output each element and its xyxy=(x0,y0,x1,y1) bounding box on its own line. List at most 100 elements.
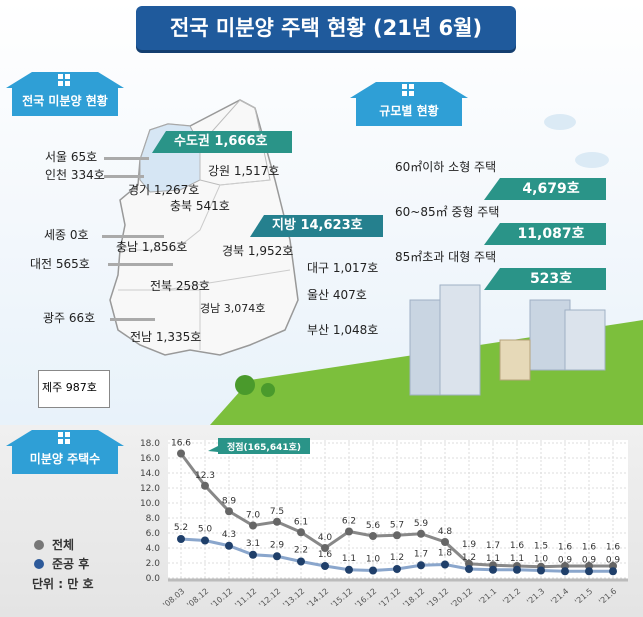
data-label: 5.0 xyxy=(198,525,213,535)
x-tick-label: '08.03 xyxy=(161,587,186,610)
data-label: 1.0 xyxy=(534,555,549,565)
data-label: 12.3 xyxy=(195,471,215,481)
size-value-large: 523호 xyxy=(484,268,606,290)
data-label: 4.0 xyxy=(318,533,333,543)
cloud-icon xyxy=(575,152,609,168)
data-label: 0.9 xyxy=(582,555,597,565)
region-jeonbuk: 전북 258호 xyxy=(150,279,210,293)
region-gyeonggi: 경기 1,267호 xyxy=(128,183,200,197)
x-tick-label: '18.12 xyxy=(401,587,426,610)
data-point xyxy=(297,557,305,566)
data-label: 1.6 xyxy=(606,542,621,552)
data-point xyxy=(273,552,281,561)
x-tick-label: '12.12 xyxy=(257,587,282,610)
data-point xyxy=(465,565,473,573)
y-tick-label: 0.0 xyxy=(146,574,161,584)
x-tick-label: '13.12 xyxy=(281,587,306,610)
data-label: 2.9 xyxy=(270,540,285,550)
x-tick-label: '21.6 xyxy=(597,587,618,607)
data-point xyxy=(417,529,425,538)
y-tick-label: 2.0 xyxy=(146,559,161,569)
data-label: 1.6 xyxy=(558,542,573,552)
leader-line xyxy=(104,175,144,178)
data-point xyxy=(609,567,617,576)
data-label: 5.6 xyxy=(366,521,381,531)
y-tick-label: 8.0 xyxy=(146,514,161,524)
data-point xyxy=(513,565,521,574)
peak-annotation-box xyxy=(218,438,310,454)
size-section-header: 규모별 현황 xyxy=(350,82,468,126)
data-label: 1.8 xyxy=(438,549,453,559)
region-gwangju: 광주 66호 xyxy=(43,311,96,325)
region-sejong: 세종 0호 xyxy=(44,228,89,242)
data-label: 0.9 xyxy=(558,555,573,565)
region-daegu: 대구 1,017호 xyxy=(307,261,379,275)
x-tick-label: '15.12 xyxy=(329,587,354,610)
legend-dot-blue-icon xyxy=(34,559,44,569)
y-tick-label: 14.0 xyxy=(140,469,160,479)
data-point xyxy=(249,521,257,530)
x-tick-label: '21.2 xyxy=(501,587,522,607)
data-point xyxy=(201,481,209,490)
data-label: 1.7 xyxy=(486,541,500,551)
local-area-banner: 지방 14,623호 xyxy=(250,215,383,237)
region-jeonnam: 전남 1,335호 xyxy=(130,330,202,344)
size-value-small: 4,679호 xyxy=(484,178,606,200)
data-label: 5.2 xyxy=(174,523,188,533)
data-label: 1.2 xyxy=(390,553,404,563)
data-point xyxy=(249,550,257,559)
unit-label: 단위 : 만 호 xyxy=(32,577,94,591)
data-label: 8.9 xyxy=(222,496,237,506)
region-incheon: 인천 334호 xyxy=(45,168,105,182)
x-tick-label: '21.4 xyxy=(549,587,570,607)
window-icon xyxy=(58,432,70,444)
data-label: 6.2 xyxy=(342,517,356,527)
data-label: 5.9 xyxy=(414,519,429,529)
data-label: 16.6 xyxy=(171,439,191,449)
data-point xyxy=(489,565,497,574)
peak-annotation-pointer xyxy=(208,446,218,452)
data-point xyxy=(345,527,353,536)
data-point xyxy=(561,567,569,576)
data-point xyxy=(369,566,377,575)
data-point xyxy=(321,544,329,552)
size-label-small: 60㎡이하 소형 주택 xyxy=(395,160,497,174)
y-tick-label: 6.0 xyxy=(146,529,161,539)
data-label: 1.2 xyxy=(462,553,476,563)
data-label: 1.7 xyxy=(414,549,428,559)
data-label: 1.6 xyxy=(510,541,525,551)
leader-line xyxy=(110,318,155,321)
data-point xyxy=(345,565,353,574)
y-tick-label: 12.0 xyxy=(140,484,160,494)
size-value-medium: 11,087호 xyxy=(484,223,606,245)
capital-area-banner: 수도권 1,666호 xyxy=(152,131,292,153)
cloud-icon xyxy=(544,114,576,130)
data-point xyxy=(393,565,401,573)
data-point xyxy=(225,541,233,550)
data-label: 7.0 xyxy=(246,511,261,521)
data-point xyxy=(225,507,233,516)
leader-line xyxy=(102,235,164,238)
data-label: 1.0 xyxy=(366,555,381,565)
plot-area xyxy=(168,440,628,580)
legend-dot-gray-icon xyxy=(34,540,44,550)
data-label: 0.9 xyxy=(606,555,621,565)
region-gyeongnam: 경남 3,074호 xyxy=(200,302,266,315)
leader-line xyxy=(104,157,149,160)
region-daejeon: 대전 565호 xyxy=(30,257,90,271)
data-point xyxy=(201,536,209,545)
data-label: 2.2 xyxy=(294,546,308,556)
x-tick-label: '19.12 xyxy=(425,587,450,610)
data-point xyxy=(441,560,449,569)
peak-annotation: 정점(165,641호) xyxy=(227,441,301,453)
data-point xyxy=(417,561,425,570)
data-label: 1.5 xyxy=(534,542,548,552)
region-ulsan: 울산 407호 xyxy=(307,288,367,302)
x-tick-label: '10.12 xyxy=(209,587,234,610)
x-tick-label: '16.12 xyxy=(353,587,378,610)
data-point xyxy=(321,562,329,570)
data-label: 1.1 xyxy=(510,554,524,564)
data-label: 1.6 xyxy=(582,542,597,552)
data-point xyxy=(297,528,305,537)
size-label-medium: 60~85㎡ 중형 주택 xyxy=(395,205,500,219)
